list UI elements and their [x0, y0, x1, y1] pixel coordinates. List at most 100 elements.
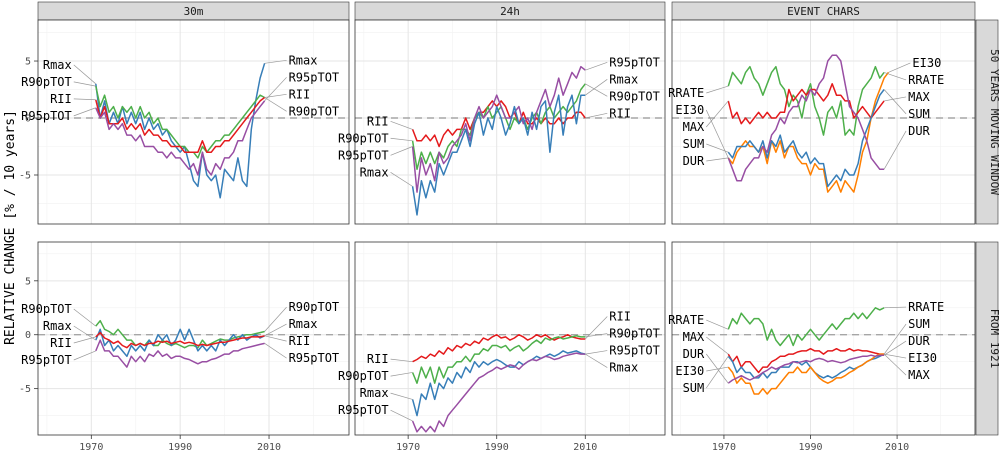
y-tick-label: -5: [19, 170, 31, 181]
series-line-rii: [95, 96, 266, 153]
series-end-label: R90pTOT: [338, 131, 389, 145]
row-strip-label: 50 YEARS MOVING WINDOW: [988, 49, 1000, 195]
y-axis: -5 0 5 -5 0 5: [19, 57, 38, 395]
panel-background: [672, 242, 975, 435]
series-end-label: MAX: [683, 330, 705, 344]
series-line-max: [727, 83, 885, 125]
label-leader-line: [264, 59, 287, 64]
label-leader-line: [73, 350, 96, 361]
series-end-label: R90pTOT: [289, 300, 340, 314]
label-leader-line: [883, 89, 907, 115]
label-leader-line: [390, 358, 413, 363]
x-tick-label: 1970: [712, 442, 736, 453]
label-leader-line: [390, 137, 413, 142]
x-axis: 1970 1990 2010 1970 1990 2010 1970 1990 2010: [79, 435, 909, 453]
panel-border: [671, 19, 976, 225]
label-leader-line: [264, 306, 287, 332]
label-leader-line: [706, 157, 729, 162]
series-end-label: R95pTOT: [609, 344, 660, 358]
y-tick-label: 5: [25, 276, 31, 287]
series-end-label: Rmax: [609, 361, 638, 375]
label-leader-line: [390, 392, 413, 400]
label-leader-line: [705, 109, 729, 159]
y-tick-label: -5: [19, 384, 31, 395]
series-end-label: EI30: [908, 351, 937, 365]
series-end-label: Rmax: [360, 386, 389, 400]
label-leader-line: [585, 333, 608, 338]
series-end-label: DUR: [683, 347, 705, 361]
series-end-label: RRATE: [908, 300, 944, 314]
series-end-label: R95pTOT: [21, 109, 72, 123]
column-strip-label: 24h: [500, 5, 520, 18]
label-leader-line: [73, 81, 96, 87]
series-line-rmax: [411, 350, 586, 417]
series-end-label: R95pTOT: [338, 148, 389, 162]
label-leader-line: [884, 306, 907, 309]
label-leader-line: [73, 336, 96, 344]
series-end-label: DUR: [908, 124, 930, 138]
series-line-sum: [727, 89, 885, 188]
facet-panel: [671, 19, 976, 225]
row-strip-label: FROM 1921: [988, 309, 1000, 369]
panel-border: [354, 241, 666, 436]
x-tick-label: 1990: [485, 442, 509, 453]
label-leader-line: [884, 96, 907, 102]
label-leader-line: [390, 409, 413, 422]
x-tick-label: 2010: [573, 442, 597, 453]
label-leader-line: [706, 100, 729, 128]
label-leader-line: [264, 335, 287, 342]
series-line-r95ptot: [411, 352, 586, 433]
series-line-rmax: [95, 328, 265, 358]
series-line-rmax: [411, 94, 586, 216]
series-line-r95ptot: [411, 65, 586, 193]
series-end-label: R95pTOT: [289, 351, 340, 365]
x-tick-label: 1990: [798, 442, 822, 453]
y-axis-title: RELATIVE CHANGE [% / 10 years]: [3, 110, 18, 345]
label-leader-line: [73, 64, 96, 85]
facet-panel: [354, 19, 666, 225]
row-strip: [975, 19, 999, 225]
y-tick-label: 0: [25, 330, 31, 341]
label-leader-line: [706, 85, 729, 94]
panel-background: [38, 20, 349, 224]
label-leader-line: [706, 336, 729, 355]
label-leader-line: [585, 316, 608, 340]
series-end-label: RRATE: [668, 86, 704, 100]
series-end-label: Rmax: [289, 317, 318, 331]
series-end-label: DUR: [908, 334, 930, 348]
x-tick-label: 1970: [79, 442, 103, 453]
panel-border: [37, 19, 350, 225]
series-line-ei30: [727, 353, 885, 395]
series-end-label: RRATE: [668, 313, 704, 327]
series-end-label: RII: [50, 92, 72, 106]
label-leader-line: [264, 343, 287, 359]
series-end-label: MAX: [908, 90, 930, 104]
series-line-rii: [411, 100, 586, 148]
label-leader-line: [390, 171, 413, 187]
label-leader-line: [264, 93, 287, 98]
facet-panels: Rmax R90pTOT RII R95pTOT Rmax R95pTOT RII R90pT…: [21, 19, 976, 436]
series-end-label: R90pTOT: [289, 104, 340, 118]
label-leader-line: [883, 353, 907, 376]
series-line-rii: [412, 333, 586, 363]
series-line-rii: [95, 331, 265, 349]
label-leader-line: [705, 353, 729, 384]
series-end-label: R90pTOT: [338, 369, 389, 383]
label-leader-line: [706, 366, 729, 372]
series-end-label: Rmax: [43, 319, 72, 333]
x-tick-label: 2010: [257, 442, 281, 453]
series-end-label: Rmax: [609, 72, 638, 86]
label-leader-line: [585, 112, 608, 119]
column-strip-label: EVENT CHARS: [787, 5, 860, 18]
series-end-label: R95pTOT: [289, 70, 340, 84]
series-end-label: R90pTOT: [21, 75, 72, 89]
label-leader-line: [73, 308, 96, 327]
y-tick-label: 0: [25, 114, 31, 125]
series-end-label: SUM: [683, 137, 705, 151]
row-strip: [975, 241, 999, 436]
label-leader-line: [884, 353, 907, 359]
series-end-label: R95pTOT: [609, 55, 660, 69]
label-leader-line: [706, 143, 729, 153]
label-leader-line: [390, 120, 413, 130]
facet-strips: 30m 24h EVENT CHARS 50 YEARS MOVING WINDOW F…: [37, 1, 1000, 436]
